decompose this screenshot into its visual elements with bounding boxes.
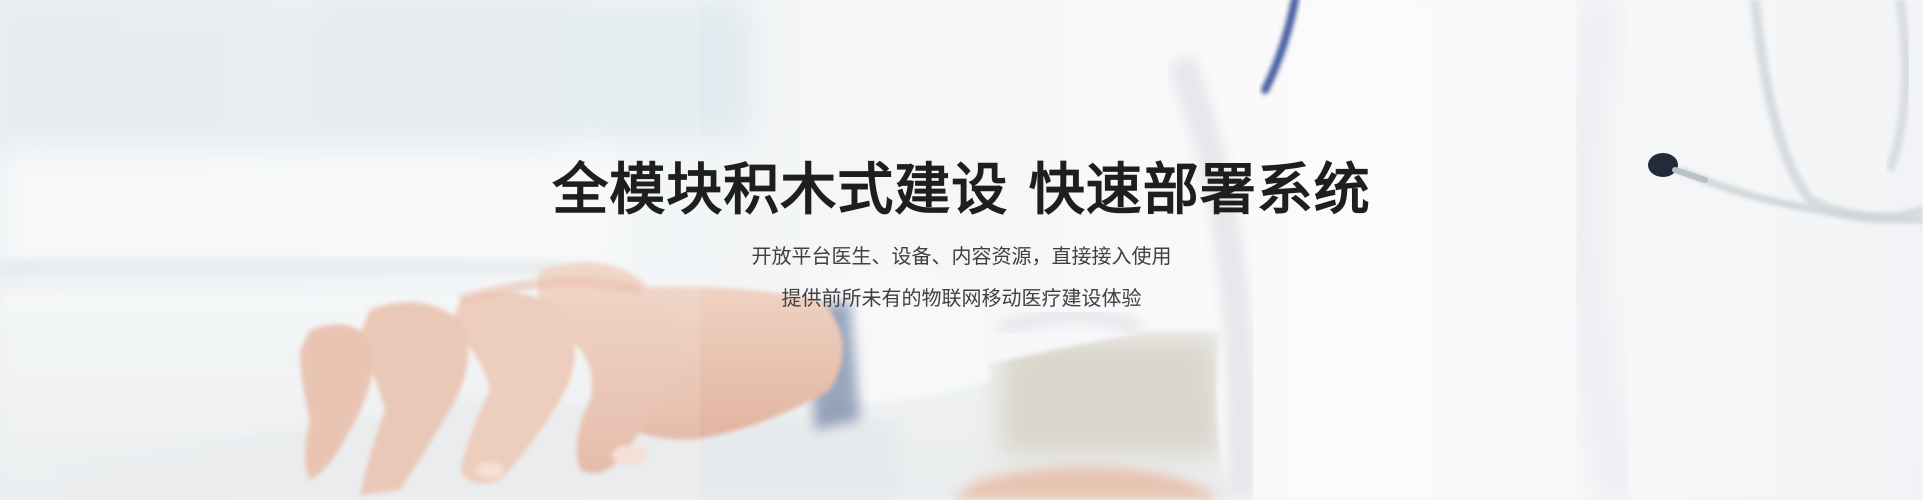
banner-subline-2: 提供前所未有的物联网移动医疗建设体验 <box>781 286 1142 310</box>
banner-caption: 全模块积木式建设 快速部署系统 开放平台医生、设备、内容资源，直接接入使用 提供… <box>0 155 1923 313</box>
banner-subline-1: 开放平台医生、设备、内容资源，直接接入使用 <box>751 244 1172 268</box>
banner-headline: 全模块积木式建设 快速部署系统 <box>552 158 1371 223</box>
